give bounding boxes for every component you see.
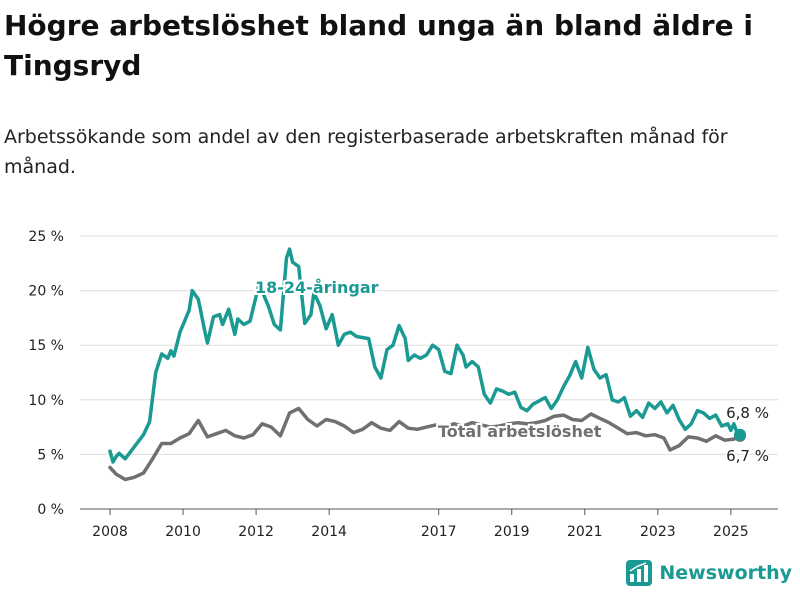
x-axis: 2008 2010 2012 2014 2017 2019 2021 2023 2025	[92, 509, 749, 540]
x-tick-label: 2019	[494, 524, 530, 540]
y-tick-label: 20 %	[28, 284, 64, 300]
newsworthy-brand: Newsworthy	[626, 558, 792, 588]
end-label-18-24: 6,8 %	[726, 404, 769, 422]
newsworthy-logo-icon	[626, 560, 653, 586]
chart-subtitle: Arbetssökande som andel av den registerb…	[4, 126, 728, 178]
y-tick-label: 0 %	[37, 502, 64, 518]
x-tick-label: 2021	[567, 524, 603, 540]
end-point-18-24	[734, 428, 746, 441]
x-tick-label: 2025	[713, 524, 749, 540]
y-tick-label: 10 %	[28, 393, 64, 409]
gridlines: 0 % 5 % 10 % 15 % 20 % 25 %	[28, 229, 778, 518]
series-line-18-24	[108, 247, 742, 464]
x-tick-label: 2010	[165, 524, 201, 540]
y-tick-label: 5 %	[37, 447, 64, 463]
y-tick-label: 25 %	[28, 229, 64, 245]
y-tick-label: 15 %	[28, 338, 64, 354]
x-tick-label: 2008	[92, 524, 128, 540]
series-label-total: Total arbetslöshet	[438, 422, 602, 441]
x-tick-label: 2012	[238, 524, 274, 540]
series-lines	[108, 247, 746, 482]
series-labels: 18-24-åringar Total arbetslöshet 6,8 % 6,7 …	[253, 276, 771, 467]
chart-title: Högre arbetslöshet bland unga än bland ä…	[4, 9, 753, 82]
series-line-total	[108, 406, 742, 482]
x-tick-label: 2023	[640, 524, 676, 540]
series-label-18-24: 18-24-åringar	[255, 278, 379, 297]
x-tick-label: 2017	[421, 524, 457, 540]
brand-name: Newsworthy	[659, 562, 792, 584]
x-tick-label: 2014	[311, 524, 347, 540]
end-label-total: 6,7 %	[726, 447, 769, 465]
